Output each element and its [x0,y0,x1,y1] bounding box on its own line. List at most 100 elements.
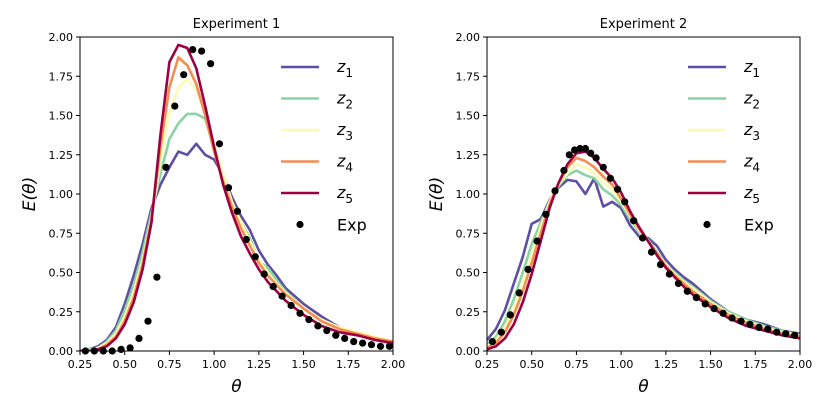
chart-panel-1: Experiment 1 0.25 0.50 0.75 1.00 1.25 1.50 1.75… [20,17,405,397]
y-tick-label: 0.75 [49,227,74,240]
y-tick-label: 0.00 [456,345,481,358]
exp-point [571,146,579,154]
y-tick-label: 0.25 [49,306,74,319]
exp-point [746,320,754,328]
x-axis-label: θ [638,377,649,397]
legend-label-z5: z5 [336,183,353,206]
exp-point [710,305,718,313]
exp-point [251,253,259,261]
exp-point [296,309,304,317]
exp-point [683,287,691,295]
exp-point [497,328,505,336]
legend-marker-exp [296,220,304,229]
exp-point [606,174,615,182]
legend-label-z3: z3 [336,120,353,143]
x-tick-label: 0.50 [112,358,137,371]
legend-label-z4: z4 [743,152,760,175]
legend-label-exp: Exp [744,216,774,235]
x-tick-label: 1.25 [247,358,272,371]
exp-point [233,207,241,215]
legend-label-z1: z1 [743,57,760,80]
x-tick-label: 1.50 [291,358,316,371]
exp-point [323,327,331,335]
y-tick-label: 1.75 [456,70,481,83]
y-axis-label: E(θ) [427,177,447,211]
legend-label-exp: Exp [337,216,367,235]
exp-point [773,328,781,336]
exp-point [359,339,367,347]
exp-point [515,289,523,297]
exp-point [332,331,340,339]
exp-point [755,323,763,331]
series-group [487,150,800,351]
y-axis-label: E(θ) [20,177,40,211]
exp-point [592,154,600,162]
legend-label-z5: z5 [743,183,760,206]
exp-point [215,140,224,148]
y-tick-label: 1.50 [456,110,481,123]
series-line-z4 [487,156,800,350]
exp-point [630,217,638,225]
exp-point [506,311,514,319]
series-line-z5 [80,43,393,351]
exp-point [287,301,295,310]
exp-point [701,300,709,308]
exp-point [278,292,286,300]
exp-point [728,314,736,322]
y-tick-label: 0.25 [456,306,481,319]
exp-point [314,322,322,330]
exp-point [565,151,573,159]
exp-point [581,144,590,153]
exp-point [135,334,143,342]
exp-point [367,341,376,349]
chart-title: Experiment 2 [600,17,688,32]
exp-point [260,270,268,278]
y-tick-label: 1.00 [49,188,74,201]
exp-point [162,163,170,171]
x-tick-label: 1.00 [202,358,227,371]
exp-point [488,338,496,346]
legend: z1 z2 z3 z4 z5 Exp [688,57,774,235]
exp-point [144,317,152,325]
exp-point [674,279,683,288]
exp-point [524,265,532,273]
y-tick-label: 0.50 [49,267,74,280]
y-tick-label: 0.00 [49,345,74,358]
x-tick-label: 1.75 [743,358,768,371]
exp-point [665,270,674,278]
exp-point [647,248,656,256]
y-tick-label: 1.25 [456,149,481,162]
y-tick-label: 2.00 [49,31,74,44]
exp-point [737,317,745,325]
y-tick-label: 2.00 [456,31,481,44]
exp-point [551,187,559,195]
x-tick-label: 1.75 [336,358,361,371]
exp-point [576,144,584,153]
exp-point [542,210,550,218]
x-tick-label: 0.25 [68,358,93,371]
x-tick-label: 0.75 [564,358,589,371]
exp-point [692,294,700,302]
exp-point [533,237,541,245]
x-tick-label: 1.50 [698,358,723,371]
exp-point [189,46,197,54]
x-tick-label: 1.25 [654,358,679,371]
exp-point [560,166,568,175]
exp-point [791,331,799,339]
exp-point [621,198,629,206]
y-tick-label: 1.25 [49,149,74,162]
legend: z1 z2 z3 z4 z5 Exp [281,57,367,235]
series-line-z3 [487,162,800,348]
legend-label-z4: z4 [336,152,353,175]
y-tick-label: 1.75 [49,70,74,83]
exp-point [242,235,250,244]
y-tick-label: 0.75 [456,227,481,240]
exp-point [599,163,607,171]
exp-point [153,273,161,281]
exp-point [639,234,647,242]
legend-label-z2: z2 [336,89,353,112]
exp-point [117,345,125,353]
exp-point [376,342,385,350]
